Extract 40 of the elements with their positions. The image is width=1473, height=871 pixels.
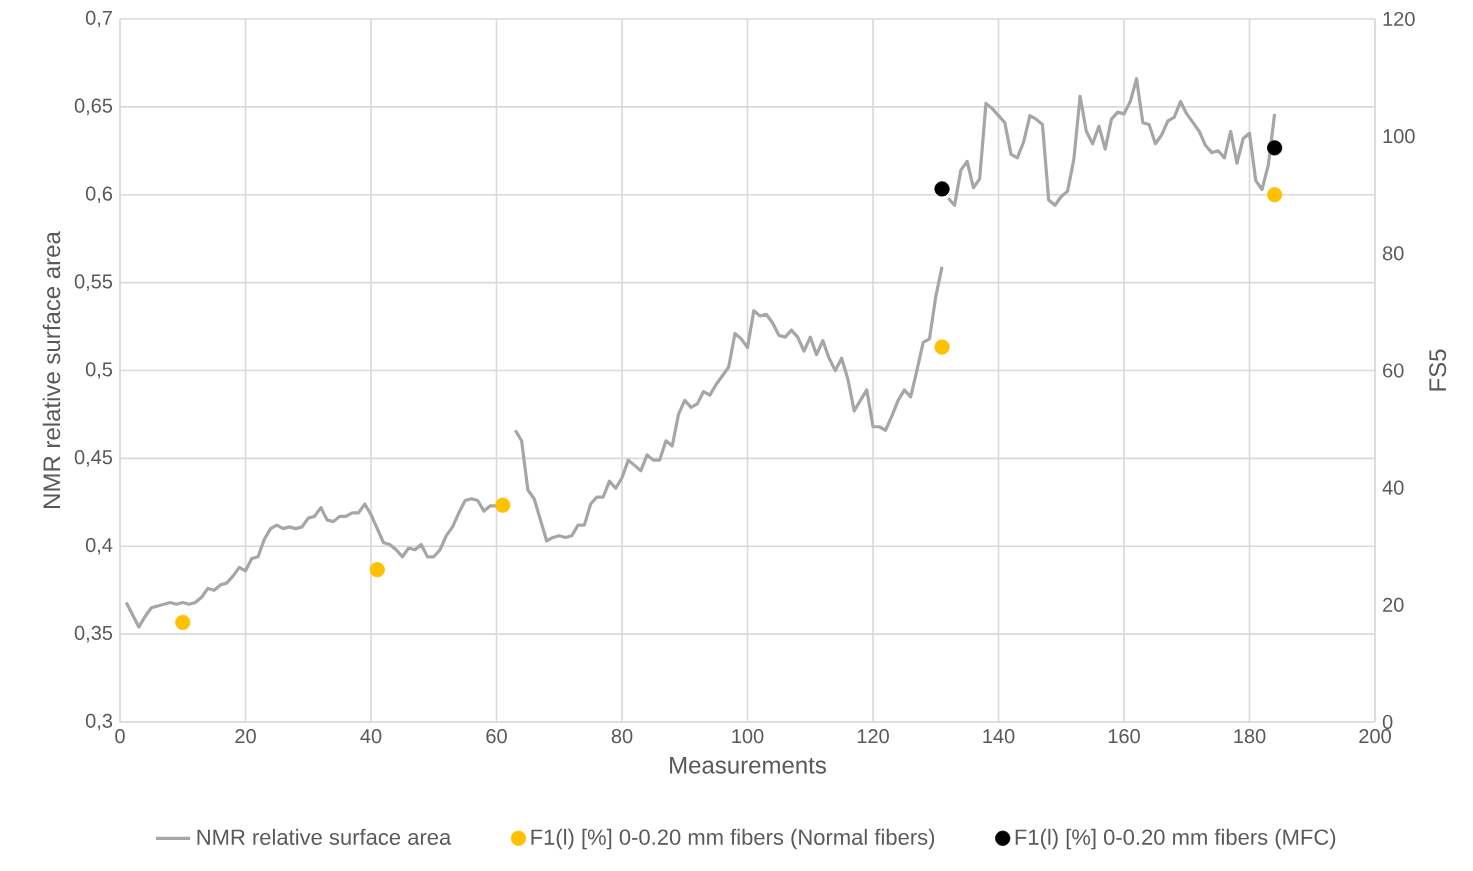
x-tick-label: 120 [857,729,889,744]
point [934,181,950,197]
y-tick-label: 0,55 [74,274,113,291]
y-tick-label: 0,35 [74,625,113,643]
x-tick-label: 60 [486,729,507,744]
x-tick-label: 40 [360,729,382,744]
y-tick-label: 0,3 [85,713,113,731]
x-tick-label: 100 [732,729,764,744]
y2-tick-label: 80 [1382,246,1404,261]
y2-tick-label: 100 [1383,129,1415,144]
x-axis-title: Measurements [670,756,826,774]
x-tick-label: 200 [1359,729,1391,744]
y2-tick-label: 60 [1383,363,1404,378]
y2-axis-title: FS5 [1429,349,1447,391]
x-tick-label: 180 [1234,729,1266,744]
y-tick-label: 0,65 [74,98,113,116]
x-tick-label: 20 [235,729,256,744]
legend-label: NMR relative surface area [197,828,452,845]
legend-label: F1(l) [%] 0-0.20 mm fibers (MFC) [1015,828,1336,850]
point [175,614,191,630]
y-tick-label: 0,7 [85,10,112,28]
point [369,562,385,578]
y-tick-label: 0,4 [85,537,113,555]
y2-tick-label: 40 [1382,480,1404,495]
y-tick-label: 0,6 [85,186,113,204]
y-tick-label: 0,5 [85,362,113,379]
y-tick-label: 0,45 [74,450,113,467]
x-tick-label: 160 [1108,729,1140,744]
point [1267,187,1283,203]
x-tick-label: 140 [983,729,1015,744]
legend-label: F1(l) [%] 0-0.20 mm fibers (Normal fibers) [531,828,935,850]
y2-tick-label: 120 [1383,11,1415,27]
x-tick-label: 0 [115,729,125,744]
y2-tick-label: 0 [1382,714,1393,730]
point [1267,140,1283,156]
point [495,497,511,513]
y2-tick-label: 20 [1383,597,1404,612]
point [934,339,950,355]
y-axis-title: NMR relative surface area [42,231,61,508]
x-tick-label: 80 [611,729,633,744]
